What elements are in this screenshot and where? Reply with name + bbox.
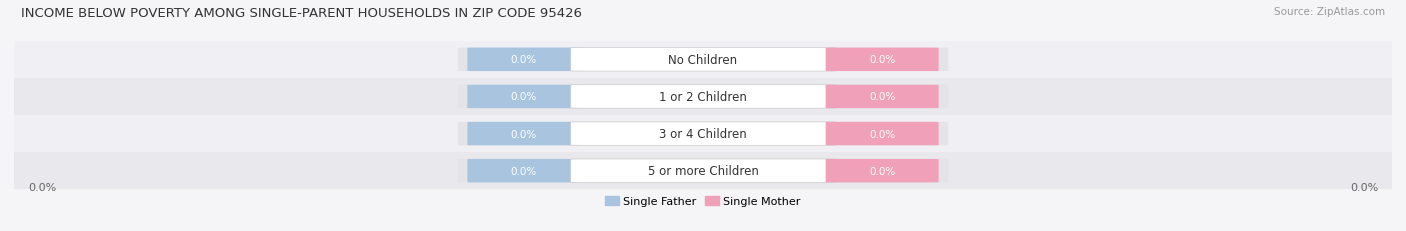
FancyBboxPatch shape: [467, 159, 581, 183]
FancyBboxPatch shape: [467, 122, 581, 146]
Text: Source: ZipAtlas.com: Source: ZipAtlas.com: [1274, 7, 1385, 17]
FancyBboxPatch shape: [825, 159, 939, 183]
Text: 0.0%: 0.0%: [28, 182, 56, 193]
Text: 0.0%: 0.0%: [510, 55, 537, 65]
Text: No Children: No Children: [668, 54, 738, 67]
Text: 3 or 4 Children: 3 or 4 Children: [659, 128, 747, 140]
FancyBboxPatch shape: [458, 48, 948, 72]
FancyBboxPatch shape: [458, 122, 948, 146]
Text: 5 or more Children: 5 or more Children: [648, 164, 758, 177]
FancyBboxPatch shape: [467, 48, 581, 72]
Legend: Single Father, Single Mother: Single Father, Single Mother: [600, 191, 806, 210]
Text: 0.0%: 0.0%: [510, 166, 537, 176]
FancyBboxPatch shape: [825, 122, 939, 146]
FancyBboxPatch shape: [571, 122, 835, 146]
Bar: [14, 152, 1392, 189]
FancyBboxPatch shape: [571, 159, 835, 183]
FancyBboxPatch shape: [825, 48, 939, 72]
Text: INCOME BELOW POVERTY AMONG SINGLE-PARENT HOUSEHOLDS IN ZIP CODE 95426: INCOME BELOW POVERTY AMONG SINGLE-PARENT…: [21, 7, 582, 20]
FancyBboxPatch shape: [825, 85, 939, 109]
Text: 0.0%: 0.0%: [869, 166, 896, 176]
Bar: [14, 42, 1392, 79]
Text: 0.0%: 0.0%: [869, 55, 896, 65]
Text: 0.0%: 0.0%: [1350, 182, 1378, 193]
FancyBboxPatch shape: [571, 85, 835, 109]
Bar: [14, 79, 1392, 116]
Text: 0.0%: 0.0%: [510, 129, 537, 139]
FancyBboxPatch shape: [458, 159, 948, 183]
Text: 0.0%: 0.0%: [869, 92, 896, 102]
Bar: [14, 116, 1392, 152]
FancyBboxPatch shape: [467, 85, 581, 109]
Text: 1 or 2 Children: 1 or 2 Children: [659, 91, 747, 103]
Text: 0.0%: 0.0%: [510, 92, 537, 102]
FancyBboxPatch shape: [458, 85, 948, 109]
Text: 0.0%: 0.0%: [869, 129, 896, 139]
FancyBboxPatch shape: [571, 48, 835, 72]
